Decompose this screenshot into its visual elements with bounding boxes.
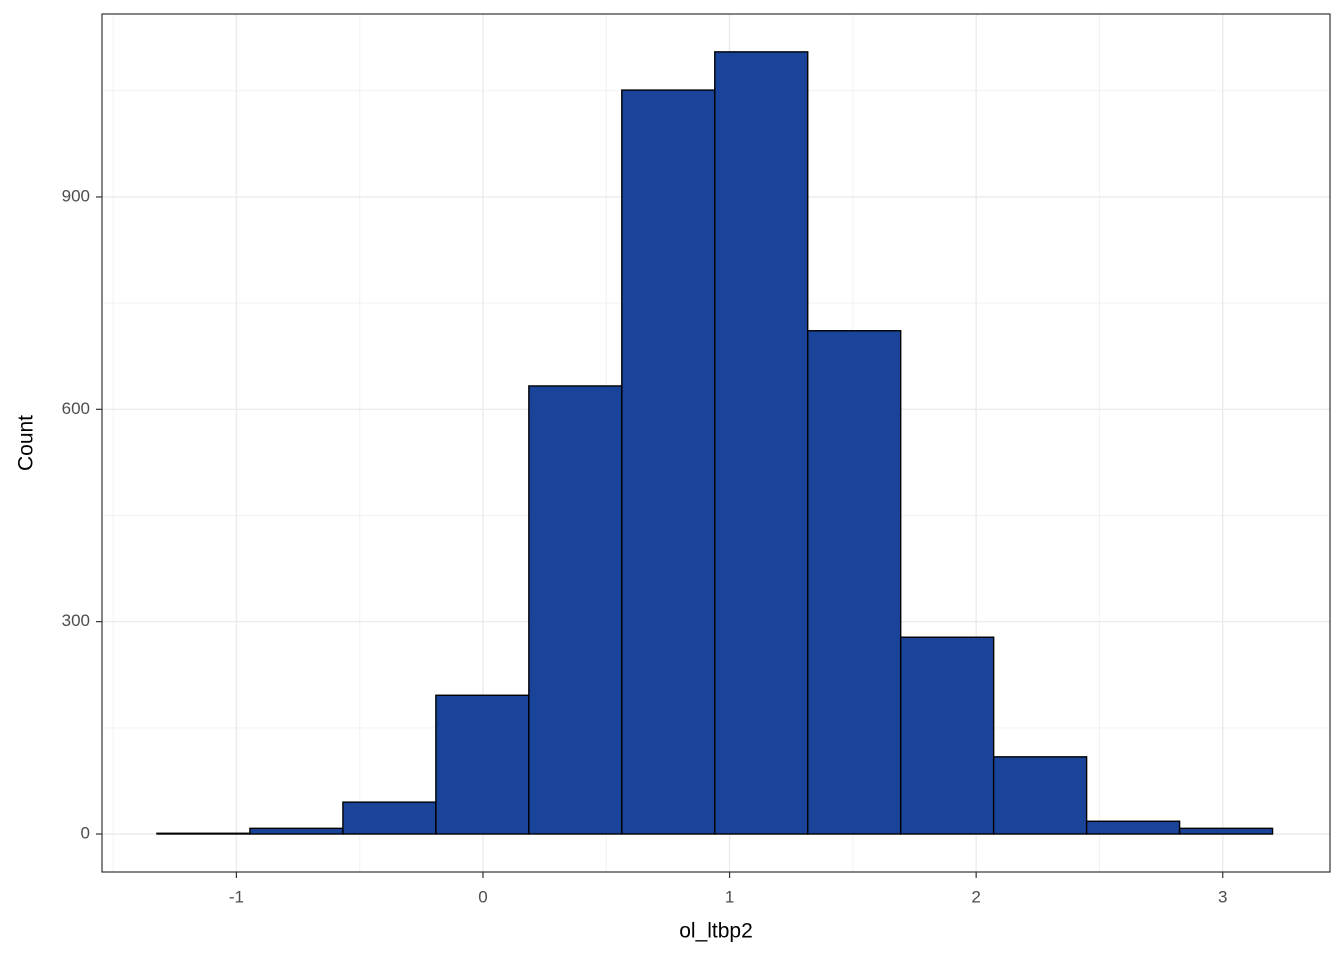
bar: [992, 756, 1088, 835]
bar: [1178, 827, 1274, 835]
x-axis-title: ol_ltbp2: [679, 920, 753, 943]
bar: [342, 801, 437, 835]
y-tick-label: 0: [81, 823, 90, 842]
bar: [714, 51, 809, 835]
bar: [621, 89, 716, 835]
bar: [528, 385, 623, 835]
x-tick-label: 1: [725, 887, 734, 906]
x-tick-label: 0: [478, 887, 487, 906]
bar: [807, 330, 902, 835]
x-tick-label: -1: [229, 887, 244, 906]
bar: [1085, 820, 1181, 835]
bar: [249, 827, 344, 835]
bar: [899, 636, 995, 835]
y-axis-title: Count: [15, 415, 38, 471]
panel-border: [101, 13, 1331, 873]
x-tick-label: 3: [1218, 887, 1227, 906]
y-tick-label: 300: [62, 611, 90, 630]
bar: [156, 832, 251, 835]
x-tick-label: 2: [971, 887, 980, 906]
y-tick-label: 600: [62, 399, 90, 418]
axes: -1 0 1 2 3 0 300 600 900: [62, 186, 1228, 906]
y-tick-label: 900: [62, 186, 90, 205]
bar: [435, 694, 530, 835]
bars: [156, 51, 1274, 835]
